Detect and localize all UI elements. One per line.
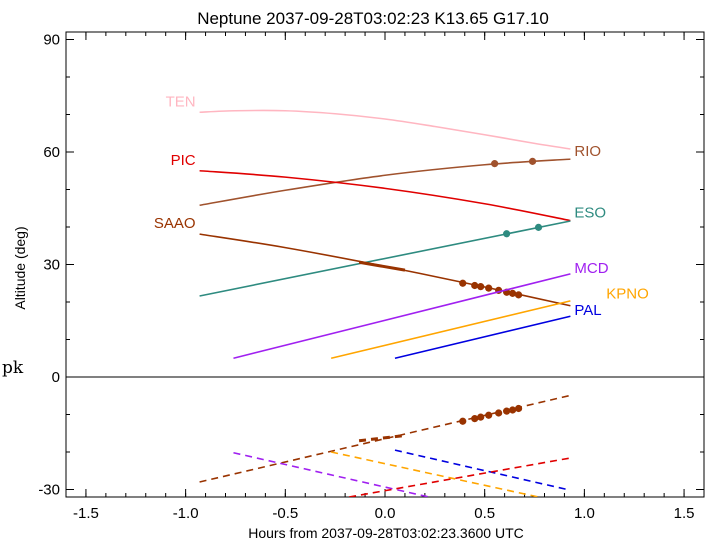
series-marker-below-horizon-8 <box>471 415 479 423</box>
stray-text: pk <box>2 358 24 378</box>
series-line-kpno <box>330 300 571 360</box>
series-line-ten <box>199 109 571 150</box>
series-line-below-horizon-11 <box>394 449 571 492</box>
series-line-rio <box>199 158 571 207</box>
series-marker-below-horizon-8 <box>477 413 485 421</box>
series-marker-eso <box>503 230 511 238</box>
saao-highlight-segment <box>358 260 406 272</box>
site-label-mcd: MCD <box>574 260 608 277</box>
series-marker-below-horizon-8 <box>508 406 517 414</box>
y-tick-label: 90 <box>43 32 60 49</box>
series-marker-rio <box>528 157 537 165</box>
site-label-pic: PIC <box>171 152 196 169</box>
x-tick-label: -1.0 <box>173 505 199 522</box>
x-tick-label: -0.5 <box>272 505 298 522</box>
series-marker-saao <box>508 289 517 297</box>
site-label-eso: ESO <box>574 205 606 222</box>
dashed-highlight-segment <box>358 434 406 443</box>
y-tick-label: 0 <box>52 369 60 386</box>
series-marker-below-horizon-8 <box>485 411 493 419</box>
site-label-saao: SAAO <box>154 215 196 232</box>
y-tick-label: 60 <box>43 144 60 161</box>
y-axis-label: Altitude (deg) <box>12 226 28 309</box>
series-marker-rio <box>491 160 499 168</box>
x-tick-label: 1.5 <box>674 505 695 522</box>
series-line-eso <box>199 220 571 297</box>
x-tick-label: 0.5 <box>474 505 495 522</box>
series-marker-below-horizon-8 <box>495 409 503 417</box>
series-marker-below-horizon-8 <box>459 417 467 425</box>
series-marker-saao <box>471 281 479 290</box>
x-tick-label: -1.5 <box>73 505 99 522</box>
site-label-rio: RIO <box>574 143 601 160</box>
series-marker-saao <box>459 279 467 287</box>
y-tick-label: 30 <box>43 257 60 274</box>
x-axis-label: Hours from 2037-09-28T03:02:23.3600 UTC <box>248 525 523 541</box>
series-line-pic <box>199 169 571 222</box>
series-marker-saao <box>477 283 485 291</box>
series-marker-below-horizon-8 <box>503 407 511 415</box>
series-marker-below-horizon-8 <box>514 404 523 413</box>
x-tick-label: 1.0 <box>574 505 595 522</box>
series-marker-eso <box>534 223 543 231</box>
site-label-pal: PAL <box>574 302 601 319</box>
series-line-pal <box>394 315 571 360</box>
series-marker-saao <box>514 291 523 299</box>
site-label-ten: TEN <box>166 94 196 111</box>
series-marker-saao <box>485 284 493 292</box>
chart-title: Neptune 2037-09-28T03:02:23 K13.65 G17.1… <box>197 9 549 28</box>
y-tick-label: -30 <box>38 482 60 499</box>
series-line-below-horizon-9 <box>233 451 430 497</box>
series-line-below-horizon-12 <box>348 457 571 497</box>
series-line-mcd <box>233 273 571 360</box>
x-tick-label: 0.0 <box>375 505 396 522</box>
site-label-kpno: KPNO <box>606 285 649 302</box>
plot-area: -1.5 -1.0 -0.5 0.0 0.5 1.0 1.5 -30 0 30 60 90 TEN PIC… <box>38 31 705 522</box>
